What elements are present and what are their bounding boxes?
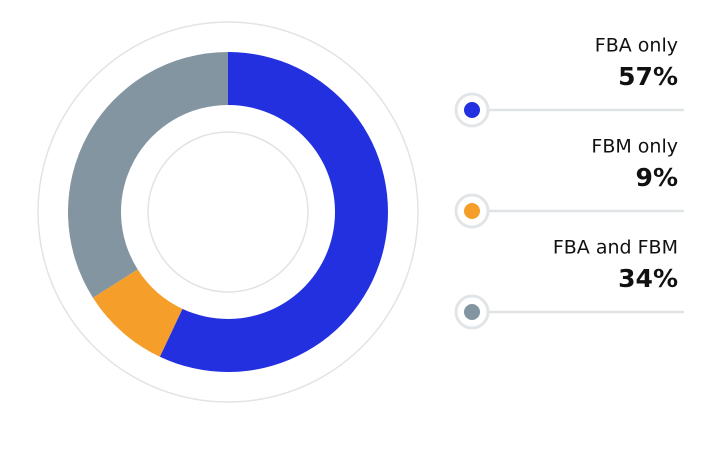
legend-label: FBA and FBM [553, 237, 678, 259]
donut-slice [68, 52, 229, 298]
donut-slice [159, 52, 388, 373]
legend-dot [464, 102, 480, 118]
value-label: 57% [618, 62, 678, 91]
legend-dot [464, 304, 480, 320]
inner-ring [147, 131, 309, 293]
legend-label: FBM only [591, 136, 678, 158]
legend-dot [464, 203, 480, 219]
value-label: 9% [636, 163, 678, 192]
value-label: 34% [618, 264, 678, 293]
donut-slice [92, 269, 183, 357]
outer-ring [37, 21, 419, 403]
legend-label: FBA only [595, 35, 678, 57]
